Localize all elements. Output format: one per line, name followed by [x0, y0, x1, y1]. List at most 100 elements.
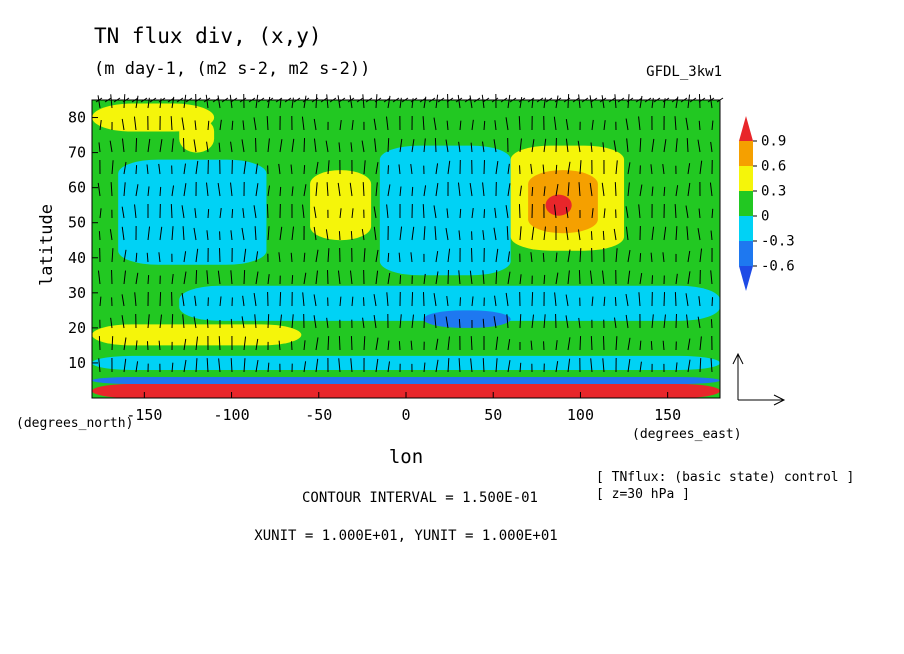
vector-72	[158, 252, 161, 263]
vector-459	[519, 185, 522, 197]
vector-535	[590, 142, 593, 153]
vector-375	[435, 338, 439, 351]
vector-388	[447, 336, 450, 351]
vector-192	[267, 314, 270, 329]
vector-307	[375, 270, 379, 285]
vector-262	[338, 142, 341, 153]
vector-566	[615, 248, 618, 263]
vector-2	[98, 142, 101, 153]
vector-443	[505, 117, 509, 131]
vector-576	[627, 182, 630, 197]
vector-240	[313, 226, 317, 241]
vector-371	[435, 251, 439, 263]
vector-15	[109, 140, 113, 153]
vector-173	[255, 183, 259, 197]
vector-151	[230, 270, 233, 285]
vector-214	[291, 226, 295, 241]
vector-319	[387, 252, 390, 263]
vector-349	[410, 340, 413, 351]
vector-513	[565, 226, 569, 241]
vector-282	[351, 296, 354, 307]
plot-area	[91, 93, 724, 399]
vector-17	[110, 182, 113, 197]
x-tick-label-5: 100	[567, 406, 594, 424]
contour-region-10	[423, 310, 511, 328]
vector-457	[519, 138, 522, 153]
vector-54	[147, 138, 151, 153]
vector-606	[651, 275, 654, 285]
x-tick-label-4: 50	[484, 406, 502, 424]
vector-550	[601, 182, 605, 197]
y-tick-label-3: 40	[68, 249, 86, 267]
vector-285	[350, 358, 353, 373]
vector-11	[98, 336, 101, 351]
vector-581	[625, 293, 629, 307]
vector-59	[146, 252, 149, 263]
vector-132	[218, 142, 221, 153]
vector-640	[687, 163, 691, 175]
vector-324	[387, 361, 391, 373]
vector-594	[638, 292, 641, 307]
vector-384	[447, 248, 451, 263]
vector-558	[602, 358, 605, 373]
vector-647	[686, 314, 689, 329]
vector-335	[399, 314, 402, 329]
vector-449	[507, 251, 511, 263]
vector-127	[206, 318, 209, 329]
vector-221	[303, 95, 307, 109]
vector-534	[591, 119, 594, 131]
vector-505	[555, 340, 558, 351]
vector-313	[386, 116, 389, 131]
vector-601	[650, 164, 653, 175]
vector-672	[711, 297, 714, 307]
colorbar-segment-5	[739, 241, 753, 266]
vector-653	[699, 160, 703, 175]
vector-626	[675, 138, 678, 153]
vector-509	[565, 138, 569, 153]
vector-210	[291, 138, 295, 153]
vector-37	[123, 337, 127, 351]
vector-592	[639, 253, 642, 263]
vector-559	[614, 94, 617, 109]
vector-467	[519, 362, 522, 373]
vector-308	[373, 294, 377, 307]
vector-617	[663, 226, 667, 241]
vector-157	[242, 120, 245, 131]
vector-302	[375, 162, 379, 175]
vector-648	[687, 338, 691, 351]
vector-479	[530, 340, 533, 351]
vector-148	[231, 209, 234, 219]
vector-219	[290, 341, 293, 351]
contour-region-2	[310, 170, 372, 241]
contour-fills	[92, 103, 720, 398]
vector-531	[579, 336, 582, 351]
vector-100	[181, 293, 185, 307]
vector-118	[207, 120, 210, 131]
vector-112	[195, 270, 198, 285]
vector-645	[687, 271, 691, 285]
vector-475	[530, 252, 533, 263]
vector-347	[411, 292, 414, 307]
vector-68	[158, 163, 161, 175]
contour-region-8	[545, 194, 572, 216]
y-tick-label-1: 20	[68, 319, 86, 337]
vector-186	[267, 185, 270, 197]
vector-471	[530, 163, 533, 175]
vector-306	[375, 249, 379, 263]
vector-43	[135, 184, 139, 197]
vector-442	[507, 94, 511, 109]
vector-630	[675, 226, 678, 241]
vector-544	[590, 336, 593, 351]
vector-554	[602, 270, 605, 285]
vector-447	[505, 205, 509, 219]
vector-204	[279, 292, 282, 307]
vector-117	[205, 94, 209, 109]
vector-545	[590, 358, 593, 373]
vector-176	[255, 251, 259, 263]
vector-208	[291, 97, 294, 109]
vector-518	[567, 337, 571, 351]
vector-300	[373, 118, 377, 131]
vector-46	[135, 252, 138, 263]
vector-497	[555, 164, 558, 175]
